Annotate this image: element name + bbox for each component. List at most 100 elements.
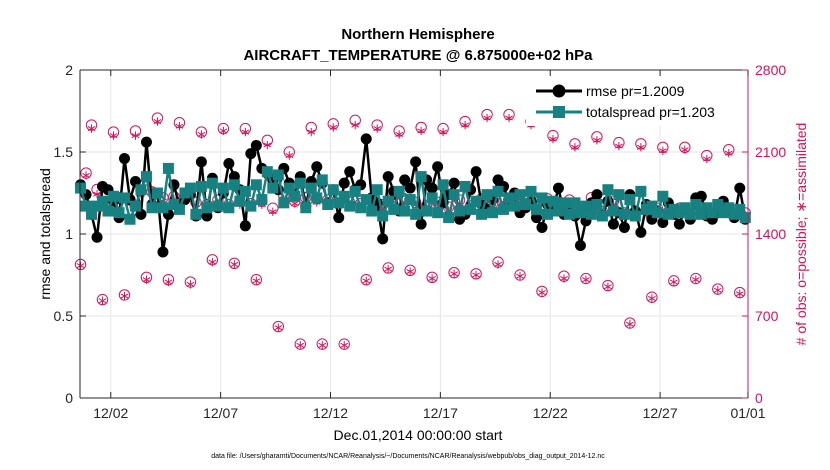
asterisk-stroke [417, 128, 426, 134]
rmse-point [399, 174, 411, 186]
asterisk-stroke [505, 115, 513, 121]
totalspread-point [366, 205, 378, 217]
totalspread-point [541, 208, 553, 220]
totalspread-point [146, 202, 158, 214]
totalspread-point [217, 182, 229, 194]
obs-assimilated-point [164, 277, 173, 287]
rmse-point [344, 166, 356, 178]
totalspread-point [316, 174, 328, 186]
obs-assimilated-point [384, 264, 393, 274]
asterisk-stroke [76, 263, 85, 269]
totalspread-point [118, 192, 130, 204]
totalspread-point [552, 205, 564, 217]
totalspread-point [223, 202, 235, 214]
totalspread-point [492, 185, 504, 197]
totalspread-point [283, 182, 295, 194]
x-tick-label: 12/02 [93, 405, 128, 421]
totalspread-point [613, 189, 625, 201]
asterisk-stroke [472, 272, 480, 278]
totalspread-point [596, 210, 608, 222]
obs-assimilated-point [252, 276, 261, 286]
chart-title-line-1: Northern Hemisphere [341, 26, 494, 43]
totalspread-point [695, 208, 707, 220]
y-tick-label-left: 1.5 [54, 144, 74, 160]
asterisk-stroke [724, 150, 733, 156]
obs-assimilated-point [538, 288, 546, 297]
obs-assimilated-point [680, 145, 689, 154]
totalspread-point [173, 203, 185, 215]
obs-assimilated-point [406, 267, 415, 276]
totalspread-point [239, 185, 251, 197]
totalspread-point [245, 200, 257, 212]
totalspread-point [470, 195, 482, 207]
rmse-point [470, 166, 482, 178]
asterisk-stroke [263, 142, 272, 148]
obs-assimilated-point [109, 131, 118, 140]
obs-assimilated-point [340, 341, 349, 350]
obs-assimilated-point [142, 275, 151, 284]
totalspread-point [311, 192, 323, 204]
asterisk-stroke [702, 156, 711, 162]
obs-assimilated-point [417, 126, 426, 136]
asterisk-stroke [538, 290, 546, 296]
rmse-point [552, 182, 564, 194]
asterisk-stroke [82, 172, 90, 178]
rmse-point [382, 171, 394, 183]
totalspread-point [569, 197, 581, 209]
y-tick-label-right: 1400 [755, 226, 786, 242]
y-tick-label-left: 2 [65, 62, 73, 78]
totalspread-point [481, 189, 493, 201]
obs-assimilated-point [571, 143, 579, 152]
obs-assimilated-point [450, 269, 458, 279]
obs-assimilated-point [186, 280, 195, 289]
x-tick-label: 12/27 [643, 405, 678, 421]
x-tick-label: 12/07 [203, 405, 238, 421]
totalspread-point [162, 162, 174, 174]
totalspread-point [459, 180, 471, 192]
totalspread-point [206, 177, 218, 189]
totalspread-point [415, 171, 427, 183]
y-tick-label-right: 2800 [755, 62, 786, 78]
rmse-point [377, 233, 389, 245]
obs-assimilated-point [120, 291, 129, 301]
totalspread-point [629, 210, 641, 222]
asterisk-stroke [406, 268, 415, 275]
x-tick-label: 01/01 [730, 405, 765, 421]
obs-assimilated-point [82, 171, 90, 180]
totalspread-point [278, 197, 290, 209]
asterisk-stroke [329, 124, 338, 130]
totalspread-point [712, 198, 724, 210]
totalspread-point [404, 194, 416, 206]
obs-assimilated-point [274, 323, 283, 332]
asterisk-stroke [285, 152, 294, 159]
obs-assimilated-point [461, 120, 469, 130]
totalspread-point [476, 208, 488, 220]
rmse-point [410, 156, 422, 168]
obs-assimilated-point [647, 294, 656, 303]
obs-assimilated-point [373, 124, 382, 133]
obs-assimilated-point [208, 257, 217, 267]
obs-assimilated-point [658, 146, 667, 156]
asterisk-stroke [109, 133, 118, 139]
asterisk-stroke [680, 147, 689, 153]
totalspread-point [327, 184, 339, 196]
asterisk-stroke [560, 275, 568, 282]
totalspread-point [635, 185, 647, 197]
totalspread-point [108, 190, 120, 202]
asterisk-stroke [395, 131, 404, 137]
totalspread-point [624, 194, 636, 206]
rmse-point [250, 139, 262, 151]
asterisk-stroke [340, 342, 349, 348]
asterisk-stroke [461, 122, 469, 128]
totalspread-point [305, 182, 317, 194]
totalspread-point [547, 195, 559, 207]
asterisk-stroke [87, 126, 96, 132]
asterisk-stroke [582, 277, 590, 283]
rmse-point [195, 156, 207, 168]
totalspread-point [371, 184, 383, 196]
legend: rmse pr=1.2009 totalspread pr=1.203 [526, 76, 742, 126]
totalspread-point [129, 200, 141, 212]
obs-assimilated-point [472, 270, 480, 280]
rmse-point [239, 220, 251, 232]
obs-assimilated-point [505, 113, 513, 123]
